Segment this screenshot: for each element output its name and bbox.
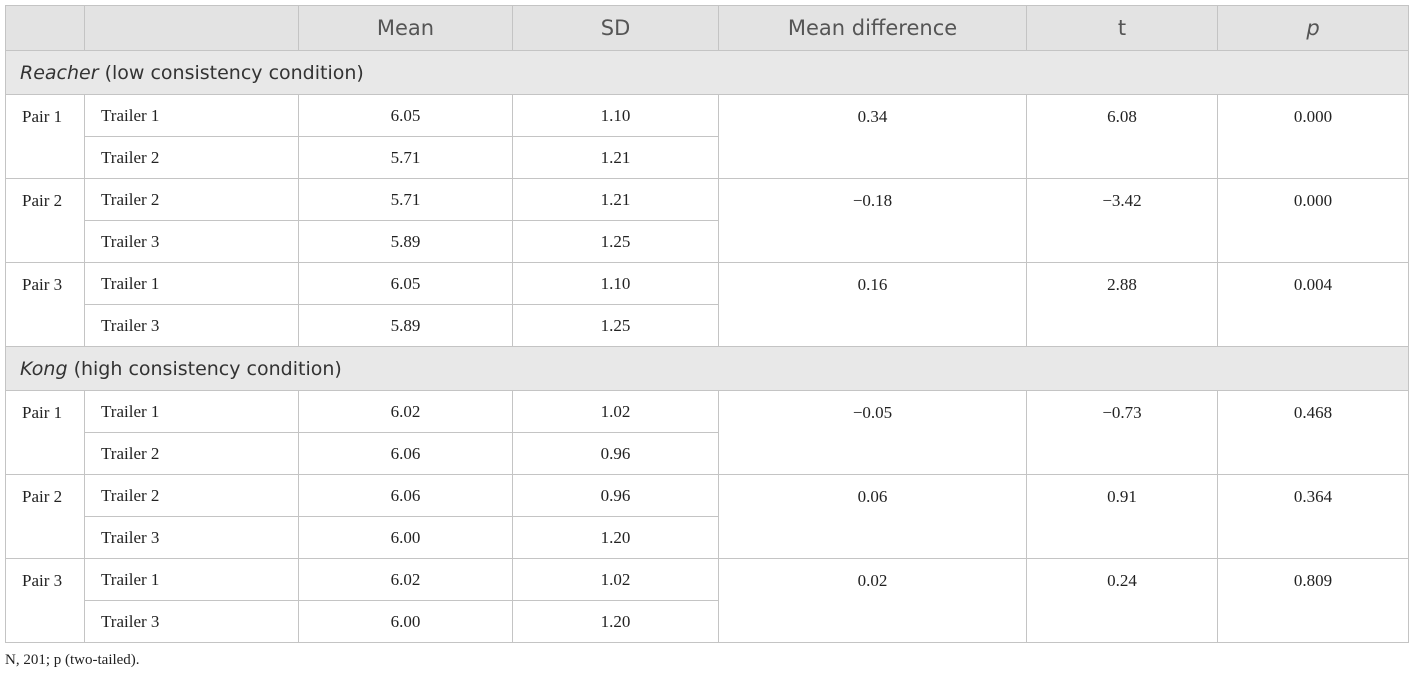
mean-cell: 5.89 xyxy=(298,304,513,347)
t-cell: −3.42 xyxy=(1026,178,1218,263)
footnote: N, 201; p (two-tailed). xyxy=(5,652,140,668)
section-row: Kong (high consistency condition) xyxy=(5,346,1409,391)
trailer-cell: Trailer 3 xyxy=(84,304,299,347)
trailer-cell: Trailer 1 xyxy=(84,262,299,305)
trailer-cell: Trailer 3 xyxy=(84,516,299,559)
data-row: Pair 1 Trailer 1 6.02 1.02 −0.05 −0.73 0.468 xyxy=(5,390,1409,475)
header-row: Mean SD Mean difference t p xyxy=(5,5,1409,51)
mean-cell: 6.05 xyxy=(298,262,513,305)
p-cell: 0.000 xyxy=(1217,178,1409,263)
mean-difference-cell: 0.06 xyxy=(718,474,1027,559)
mean-cell: 6.02 xyxy=(298,558,513,601)
data-row: Trailer 2 5.71 1.21 xyxy=(6,136,1409,179)
pair-cell: Pair 2 xyxy=(5,178,85,263)
header-cell: SD xyxy=(512,5,719,51)
pair-cell: Pair 2 xyxy=(5,474,85,559)
header-cell xyxy=(84,5,299,51)
trailer-cell: Trailer 2 xyxy=(84,136,299,179)
data-row: Trailer 2 6.06 0.96 xyxy=(6,432,1409,475)
mean-cell: 6.06 xyxy=(298,432,513,475)
trailer-cell: Trailer 3 xyxy=(84,220,299,263)
mean-cell: 6.00 xyxy=(298,600,513,643)
mean-difference-cell: −0.18 xyxy=(718,178,1027,263)
t-cell: 6.08 xyxy=(1026,94,1218,179)
sd-cell: 1.02 xyxy=(512,390,719,433)
trailer-cell: Trailer 1 xyxy=(84,94,299,137)
sd-cell: 0.96 xyxy=(512,474,719,517)
sd-cell: 0.96 xyxy=(512,432,719,475)
data-row: Pair 2 Trailer 2 5.71 1.21 −0.18 −3.42 0.000 xyxy=(5,178,1409,263)
t-cell: −0.73 xyxy=(1026,390,1218,475)
trailer-cell: Trailer 2 xyxy=(84,474,299,517)
p-cell: 0.809 xyxy=(1217,558,1409,643)
mean-cell: 5.71 xyxy=(298,178,513,221)
section-condition: (low consistency condition) xyxy=(104,61,364,84)
section-name: Reacher xyxy=(20,61,99,84)
p-cell: 0.364 xyxy=(1217,474,1409,559)
data-row: Pair 3 Trailer 1 6.05 1.10 0.16 2.88 0.004 xyxy=(5,262,1409,347)
mean-cell: 5.89 xyxy=(298,220,513,263)
sd-cell: 1.02 xyxy=(512,558,719,601)
data-row: Pair 3 Trailer 1 6.02 1.02 0.02 0.24 0.809 xyxy=(5,558,1409,643)
sd-cell: 1.20 xyxy=(512,516,719,559)
p-cell: 0.004 xyxy=(1217,262,1409,347)
mean-cell: 6.05 xyxy=(298,94,513,137)
mean-difference-cell: 0.16 xyxy=(718,262,1027,347)
mean-difference-cell: 0.34 xyxy=(718,94,1027,179)
sd-cell: 1.25 xyxy=(512,220,719,263)
sd-cell: 1.25 xyxy=(512,304,719,347)
pair-cell: Pair 1 xyxy=(5,390,85,475)
trailer-cell: Trailer 1 xyxy=(84,390,299,433)
table-body: Reacher (low consistency condition) Pair … xyxy=(5,50,1409,643)
trailer-cell: Trailer 2 xyxy=(84,432,299,475)
header-cell: t xyxy=(1026,5,1218,51)
sd-cell: 1.10 xyxy=(512,94,719,137)
t-cell: 2.88 xyxy=(1026,262,1218,347)
section-condition: (high consistency condition) xyxy=(73,357,342,380)
pair-cell: Pair 3 xyxy=(5,262,85,347)
header-cell: Mean difference xyxy=(718,5,1027,51)
t-cell: 0.91 xyxy=(1026,474,1218,559)
data-row: Pair 1 Trailer 1 6.05 1.10 0.34 6.08 0.000 xyxy=(5,94,1409,179)
t-cell: 0.24 xyxy=(1026,558,1218,643)
data-row: Trailer 3 5.89 1.25 xyxy=(6,304,1409,347)
p-cell: 0.000 xyxy=(1217,94,1409,179)
results-table: Mean SD Mean difference t p Reacher (low con… xyxy=(5,5,1409,643)
mean-cell: 5.71 xyxy=(298,136,513,179)
mean-cell: 6.06 xyxy=(298,474,513,517)
sd-cell: 1.20 xyxy=(512,600,719,643)
data-row: Trailer 3 5.89 1.25 xyxy=(6,220,1409,263)
sd-cell: 1.21 xyxy=(512,178,719,221)
header-cell: p xyxy=(1217,5,1409,51)
trailer-cell: Trailer 2 xyxy=(84,178,299,221)
mean-cell: 6.00 xyxy=(298,516,513,559)
header-cell: Mean xyxy=(298,5,513,51)
section-row: Reacher (low consistency condition) xyxy=(5,50,1409,95)
mean-difference-cell: 0.02 xyxy=(718,558,1027,643)
section-name: Kong xyxy=(20,357,68,380)
p-cell: 0.468 xyxy=(1217,390,1409,475)
sd-cell: 1.10 xyxy=(512,262,719,305)
trailer-cell: Trailer 1 xyxy=(84,558,299,601)
data-row: Trailer 3 6.00 1.20 xyxy=(6,600,1409,643)
pair-cell: Pair 3 xyxy=(5,558,85,643)
pair-cell: Pair 1 xyxy=(5,94,85,179)
sd-cell: 1.21 xyxy=(512,136,719,179)
data-row: Pair 2 Trailer 2 6.06 0.96 0.06 0.91 0.364 xyxy=(5,474,1409,559)
mean-cell: 6.02 xyxy=(298,390,513,433)
section-cell: Kong (high consistency condition) xyxy=(5,346,1409,391)
mean-difference-cell: −0.05 xyxy=(718,390,1027,475)
section-cell: Reacher (low consistency condition) xyxy=(5,50,1409,95)
header-cell xyxy=(5,5,85,51)
trailer-cell: Trailer 3 xyxy=(84,600,299,643)
data-row: Trailer 3 6.00 1.20 xyxy=(6,516,1409,559)
